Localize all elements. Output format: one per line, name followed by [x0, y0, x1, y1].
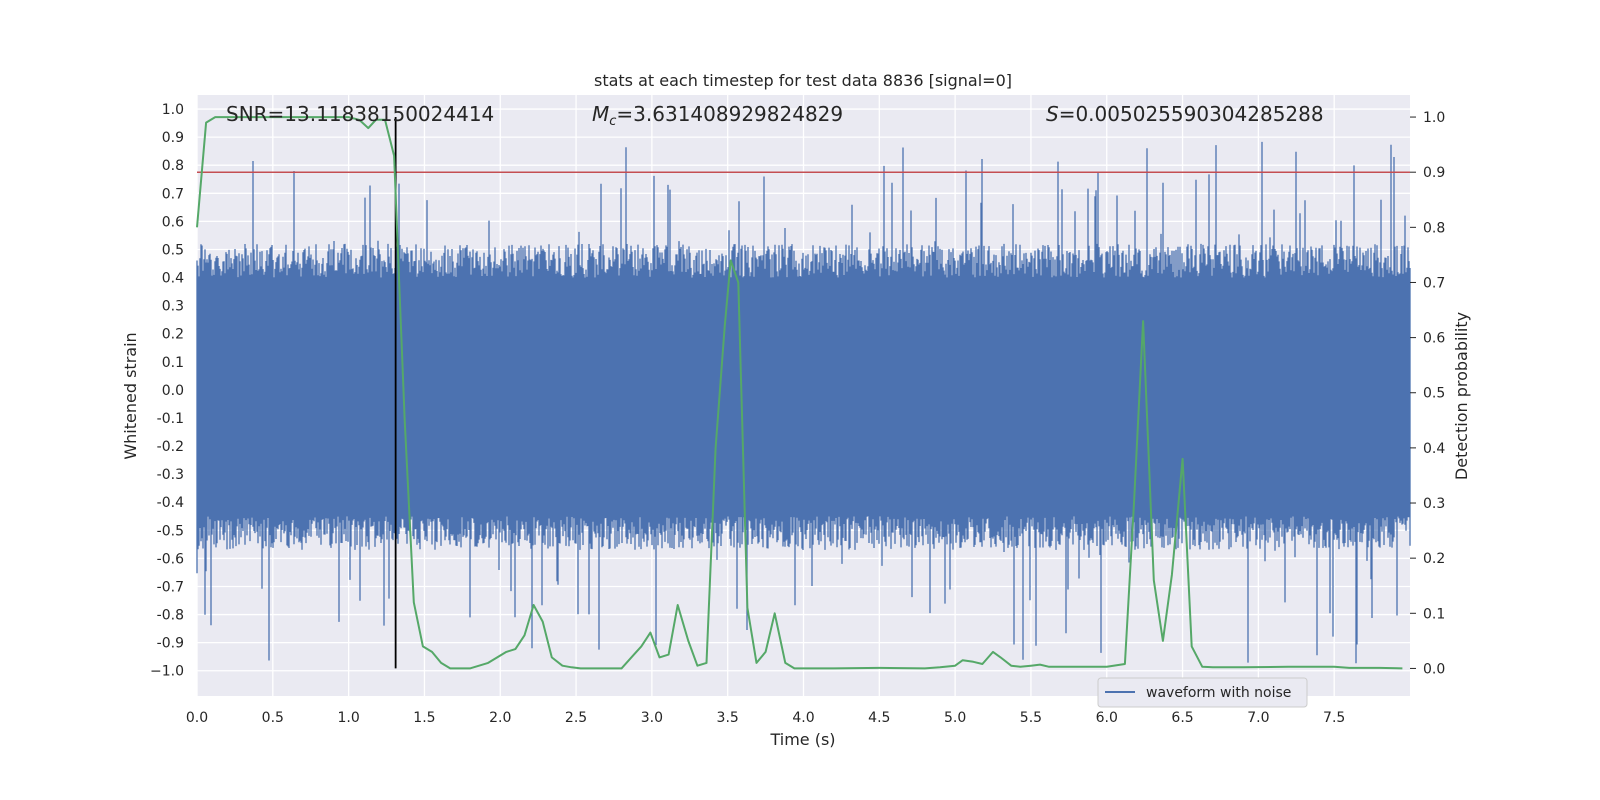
y-left-tick-label: 0.1 [162, 355, 184, 371]
x-tick-label: 7.5 [1323, 710, 1345, 726]
x-tick-label: 6.5 [1171, 710, 1193, 726]
x-tick-label: 7.0 [1247, 710, 1269, 726]
y-left-tick-label: −1.0 [150, 664, 184, 680]
score-value: =0.005025590304285288 [1059, 102, 1324, 126]
score-annotation: S=0.005025590304285288 [1046, 102, 1324, 126]
y-left-tick-label: -0.5 [157, 523, 184, 539]
x-tick-label: 4.0 [792, 710, 814, 726]
x-tick-label: 2.0 [489, 710, 511, 726]
x-tick-label: 6.0 [1096, 710, 1118, 726]
y-right-tick-label: 0.5 [1423, 386, 1445, 402]
chart-title: stats at each timestep for test data 883… [594, 71, 1012, 90]
y-right-tick-label: 0.4 [1423, 441, 1445, 457]
chirp-mass-subscript: c [609, 114, 616, 129]
y-left-tick-label: 0.5 [162, 242, 184, 258]
y-right-tick-label: 0.7 [1423, 275, 1445, 291]
right-axis-label: Detection probability [1452, 312, 1471, 480]
y-right-tick-label: 0.6 [1423, 331, 1445, 347]
left-axis-ticks: 1.0 0.9 0.8 0.7 0.6 0.5 0.4 0.3 0.2 0.1 0.0 -0.1 -0.… [150, 102, 184, 680]
y-right-tick-label: 0.9 [1423, 165, 1445, 181]
y-left-tick-label: 0.2 [162, 327, 184, 343]
y-left-tick-label: -0.6 [157, 551, 184, 567]
y-left-tick-label: 0.6 [162, 214, 184, 230]
y-right-tick-label: 0.8 [1423, 220, 1445, 236]
y-left-tick-label: -0.1 [157, 411, 184, 427]
y-left-tick-label: 1.0 [162, 102, 184, 118]
x-tick-label: 0.0 [186, 710, 208, 726]
y-left-tick-label: -0.2 [157, 439, 184, 455]
x-axis-label: Time (s) [769, 730, 835, 749]
y-left-tick-label: 0.8 [162, 158, 184, 174]
y-left-tick-label: -0.9 [157, 636, 184, 652]
legend: waveform with noise [1097, 677, 1308, 708]
right-axis-ticks: 0.0 0.1 0.2 0.3 0.4 0.5 0.6 0.7 0.8 0.9 1.0 [1410, 110, 1445, 677]
x-tick-label: 1.5 [413, 710, 435, 726]
detection-probability-line [196, 116, 1403, 670]
snr-annotation: SNR=13.11838150024414 [226, 102, 494, 126]
y-right-tick-label: 0.3 [1423, 496, 1445, 512]
y-left-tick-label: -0.3 [157, 467, 184, 483]
y-left-tick-label: 0.9 [162, 130, 184, 146]
x-tick-label: 4.5 [868, 710, 890, 726]
x-tick-label: 5.0 [944, 710, 966, 726]
left-axis-label: Whitened strain [121, 332, 140, 459]
x-tick-label: 3.5 [717, 710, 739, 726]
x-tick-label: 5.5 [1020, 710, 1042, 726]
waveform-series [196, 141, 1411, 664]
y-left-tick-label: 0.3 [162, 299, 184, 315]
legend-box [1097, 677, 1308, 708]
chirp-mass-value: =3.631408929824829 [616, 102, 843, 126]
waveform-trace [196, 141, 1411, 664]
x-tick-label: 2.5 [565, 710, 587, 726]
y-right-tick-label: 0.0 [1423, 661, 1445, 677]
y-right-tick-label: 1.0 [1423, 110, 1445, 126]
y-left-tick-label: 0.4 [162, 271, 184, 287]
y-left-tick-label: 0.7 [162, 186, 184, 202]
y-left-tick-label: -0.7 [157, 579, 184, 595]
y-left-tick-label: -0.4 [157, 495, 184, 511]
x-tick-label: 1.0 [337, 710, 359, 726]
x-axis-ticks: 0.0 0.5 1.0 1.5 2.0 2.5 3.0 3.5 4.0 4.5 5.0 5.5 6.0 6… [186, 710, 1345, 726]
y-right-tick-label: 0.1 [1423, 606, 1445, 622]
x-tick-label: 3.0 [641, 710, 663, 726]
y-left-tick-label: -0.8 [157, 608, 184, 624]
chirp-mass-symbol: M [592, 102, 609, 126]
legend-waveform-label: waveform with noise [1146, 685, 1291, 701]
score-symbol: S [1046, 102, 1059, 126]
x-tick-label: 0.5 [262, 710, 284, 726]
chirp-mass-annotation: Mc=3.631408929824829 [592, 102, 843, 129]
y-left-tick-label: 0.0 [162, 383, 184, 399]
y-right-tick-label: 0.2 [1423, 551, 1445, 567]
